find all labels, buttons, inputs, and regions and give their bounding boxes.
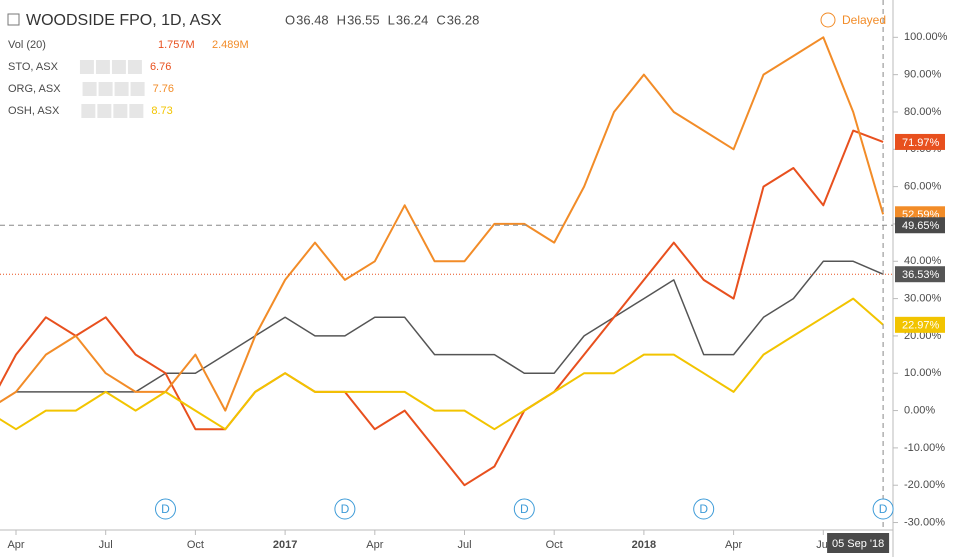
symbol: WOODSIDE FPO, 1D, ASX	[26, 12, 222, 29]
x-tick-label: Apr	[7, 539, 24, 551]
ohlc-value: 36.24	[396, 12, 429, 27]
collapse-icon[interactable]	[7, 13, 20, 26]
ohlc-label: H	[337, 12, 346, 27]
dividend-marker[interactable]	[155, 498, 176, 520]
y-tick-label: 10.00%	[904, 367, 942, 379]
dividend-marker[interactable]	[693, 498, 715, 520]
y-tick-label: 60.00%	[904, 181, 942, 193]
ohlc-label: C	[436, 12, 445, 27]
status: Delayed	[842, 13, 886, 27]
dividend-label: D	[161, 502, 170, 516]
ohlc-label: L	[388, 12, 395, 27]
dividend-label: D	[520, 502, 529, 516]
x-tick-label: 2017	[273, 539, 297, 551]
legend-button[interactable]	[95, 60, 110, 74]
ohlc-value: 36.28	[447, 12, 480, 27]
crosshair-y-box	[895, 217, 945, 234]
legend-button[interactable]	[114, 82, 129, 96]
last-value-label-box	[895, 266, 945, 283]
crosshair-x-box	[827, 533, 890, 553]
dividend-label: D	[699, 502, 708, 516]
ohlc-value: 36.55	[347, 12, 380, 27]
y-tick-label: 0.00%	[904, 404, 935, 416]
last-value-label-box	[895, 133, 945, 150]
y-tick-label: 90.00%	[904, 69, 942, 81]
volume-value: 1.757M	[158, 39, 195, 51]
series-line	[0, 297, 884, 431]
last-value-label-box	[895, 316, 945, 333]
legend-value: 8.73	[151, 105, 172, 117]
y-tick-label: 80.00%	[904, 106, 942, 118]
dividend-marker[interactable]	[513, 498, 535, 520]
y-tick-label: -30.00%	[904, 516, 945, 528]
legend-button[interactable]	[82, 82, 97, 96]
last-value-label: 71.97%	[902, 137, 940, 149]
x-tick-label: 2018	[632, 539, 656, 551]
plot	[0, 36, 885, 487]
ohlc-value: 36.48	[296, 12, 329, 27]
y-tick-label: 40.00%	[904, 255, 942, 267]
dividend-label: D	[341, 502, 350, 516]
y-tick-label: 30.00%	[904, 292, 942, 304]
series-line	[0, 36, 885, 412]
legend-button[interactable]	[98, 82, 113, 96]
dividend-label: D	[879, 502, 888, 516]
legend-name: OSH, ASX	[8, 105, 60, 117]
ohlc-label: O	[285, 12, 295, 27]
crosshair-y-label: 49.65%	[902, 220, 940, 232]
legend-button[interactable]	[130, 82, 145, 96]
volume-value: 2.489M	[212, 39, 249, 51]
y-tick-label: -20.00%	[904, 479, 945, 491]
legend-name: STO, ASX	[8, 61, 59, 73]
legend-value: 6.76	[150, 61, 171, 73]
x-tick-label: Oct	[187, 539, 204, 551]
main-line	[0, 260, 884, 403]
legend-button[interactable]	[127, 60, 142, 74]
last-value-label: 36.53%	[902, 269, 940, 281]
y-tick-label: -10.00%	[904, 442, 945, 454]
legend-button[interactable]	[111, 60, 126, 74]
dividend-marker[interactable]	[872, 498, 894, 520]
legend-button[interactable]	[129, 104, 144, 118]
delayed-icon	[820, 12, 836, 28]
legend-button[interactable]	[79, 60, 94, 74]
legend-button[interactable]	[113, 104, 128, 118]
legend-button[interactable]	[97, 104, 112, 118]
last-value-label: 22.97%	[902, 320, 940, 332]
legend-name: ORG, ASX	[8, 83, 61, 95]
crosshair-x-label: 05 Sep '18	[832, 538, 884, 550]
y-tick-label: 100.00%	[904, 31, 948, 43]
x-tick-label: Apr	[725, 539, 742, 551]
legend-button[interactable]	[81, 104, 96, 118]
x-tick-label: Jul	[816, 539, 830, 551]
dividend-marker[interactable]	[334, 498, 356, 520]
x-tick-label: Oct	[546, 539, 563, 551]
x-tick-label: Apr	[366, 539, 383, 551]
legend-value: 7.76	[153, 83, 174, 95]
series-line	[0, 129, 884, 487]
volume-name: Vol (20)	[8, 39, 46, 51]
x-tick-label: Jul	[99, 539, 113, 551]
x-tick-label: Jul	[457, 539, 471, 551]
